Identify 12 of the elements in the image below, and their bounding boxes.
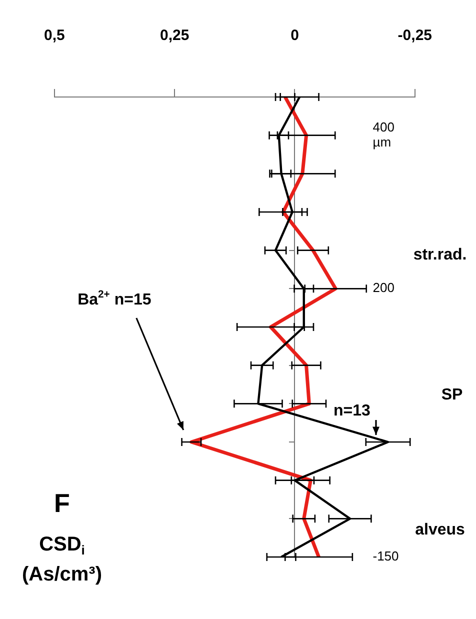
x-tick-label: 0	[290, 27, 299, 44]
x-tick-label: -0,25	[398, 27, 432, 44]
y-tick-label: 400 µm	[372, 119, 394, 150]
y-tick-label: 200	[372, 280, 394, 296]
x-tick-label: 0,25	[160, 27, 190, 44]
text: SP	[441, 386, 463, 404]
x-tick-label: 0,5	[44, 27, 65, 44]
series-label: n=13	[334, 402, 371, 420]
annotation: str.rad.	[413, 246, 467, 264]
annotation: alveus	[415, 521, 466, 538]
text: F	[54, 488, 70, 518]
y-tick-label: -150	[372, 548, 399, 564]
